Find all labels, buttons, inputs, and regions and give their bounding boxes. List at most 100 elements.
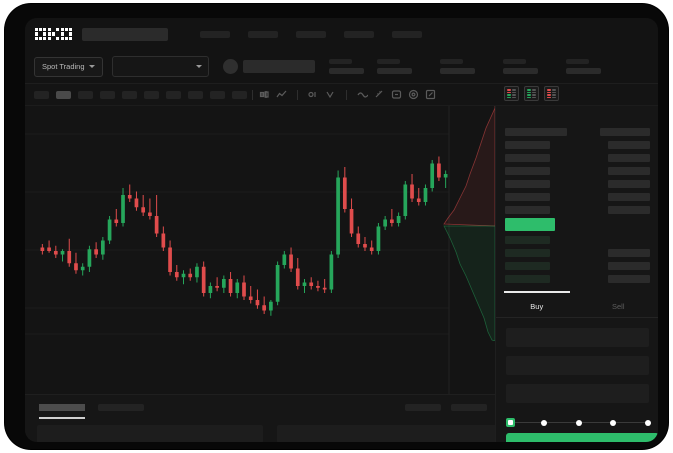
orderbook-row-size[interactable] xyxy=(608,180,650,188)
orderbook-asks-icon[interactable] xyxy=(544,86,559,101)
wave-icon[interactable] xyxy=(356,88,369,101)
orders-active-tab-underline xyxy=(39,417,85,419)
candle xyxy=(168,240,172,276)
orderbook-row-ask[interactable] xyxy=(505,180,550,188)
orders-tab-1[interactable] xyxy=(98,404,144,411)
timeframe-3[interactable] xyxy=(100,90,115,99)
orderbook-row-ask[interactable] xyxy=(505,128,567,136)
candle xyxy=(430,160,435,192)
chart-type-icon[interactable] xyxy=(324,88,337,101)
orderbook-row-bid[interactable] xyxy=(505,249,550,257)
candle xyxy=(107,216,112,244)
submit-order-button[interactable] xyxy=(506,433,658,442)
orderbook-row-ask[interactable] xyxy=(505,193,550,201)
orderbook-row-size[interactable] xyxy=(608,206,650,214)
timeframe-6[interactable] xyxy=(166,90,181,99)
timeframe-2[interactable] xyxy=(78,90,93,99)
price-field[interactable] xyxy=(506,328,649,347)
orderbook-spread-price[interactable] xyxy=(505,218,555,231)
trade-form-panel: Buy Sell xyxy=(496,291,658,442)
slider-stop-100[interactable] xyxy=(645,419,651,426)
orderbook-row-size[interactable] xyxy=(608,262,650,270)
nav-item-4[interactable] xyxy=(344,30,374,38)
total-field[interactable] xyxy=(506,384,649,403)
candle xyxy=(121,188,125,227)
alert-icon[interactable] xyxy=(390,88,403,101)
orderbook[interactable] xyxy=(496,106,658,296)
orders-tab-0[interactable] xyxy=(39,404,85,411)
nav-item-2[interactable] xyxy=(248,30,278,38)
slider-handle[interactable] xyxy=(506,418,515,427)
orderbook-row-size[interactable] xyxy=(608,275,650,283)
timeframe-4[interactable] xyxy=(122,90,137,99)
timeframe-1[interactable] xyxy=(56,90,71,99)
tab-sell[interactable]: Sell xyxy=(611,302,625,311)
ob-mode-tick xyxy=(527,96,531,98)
orderbook-row-ask[interactable] xyxy=(505,154,550,162)
candle xyxy=(228,272,233,297)
okx-logo[interactable] xyxy=(35,27,72,41)
market-stats-secondary xyxy=(439,59,601,74)
pair-select[interactable] xyxy=(111,56,209,77)
nav-item-5[interactable] xyxy=(392,30,422,38)
timeframe-0[interactable] xyxy=(34,90,49,99)
toolbar-divider xyxy=(297,89,298,100)
fullscreen-icon[interactable] xyxy=(424,88,437,101)
search-input[interactable] xyxy=(82,27,168,41)
nav-item-3[interactable] xyxy=(296,30,326,38)
okx-logo-glyph-2 xyxy=(61,27,72,41)
settings-icon[interactable] xyxy=(407,88,420,101)
orders-column-right xyxy=(277,425,499,442)
orders-column-left xyxy=(37,425,263,442)
candle xyxy=(342,167,347,213)
orderbook-bids-icon[interactable] xyxy=(524,86,539,101)
orderbook-row-ask[interactable] xyxy=(505,141,550,149)
slider-stop-50[interactable] xyxy=(575,419,582,426)
candle xyxy=(309,277,314,290)
candle xyxy=(134,191,139,211)
slider-stop-75[interactable] xyxy=(610,419,617,426)
orderbook-row-ask[interactable] xyxy=(505,206,550,214)
orders-action-1[interactable] xyxy=(451,404,487,411)
stat-volume-quote-label xyxy=(565,59,589,64)
ob-mode-tick xyxy=(527,91,531,93)
line-chart-icon[interactable] xyxy=(275,88,288,101)
candle xyxy=(410,174,414,202)
stat-high-value xyxy=(376,68,412,74)
candle xyxy=(67,238,72,267)
amount-field[interactable] xyxy=(506,356,649,375)
orderbook-row-size[interactable] xyxy=(608,249,650,257)
amount-slider[interactable] xyxy=(506,418,651,427)
candle xyxy=(275,261,280,306)
timeframe-7[interactable] xyxy=(188,90,203,99)
tab-buy[interactable]: Buy xyxy=(496,291,578,317)
orderbook-row-size[interactable] xyxy=(600,128,650,136)
stat-volume-base xyxy=(502,59,538,74)
candle xyxy=(148,198,152,220)
orderbook-row-size[interactable] xyxy=(608,141,650,149)
price-chart-panel[interactable] xyxy=(25,106,495,394)
orderbook-row-size[interactable] xyxy=(608,154,650,162)
orderbook-both-icon[interactable] xyxy=(504,86,519,101)
orders-panel xyxy=(25,394,499,442)
candlestick-icon[interactable] xyxy=(258,88,271,101)
orders-action-0[interactable] xyxy=(405,404,441,411)
timeframe-5[interactable] xyxy=(144,90,159,99)
orderbook-row-bid[interactable] xyxy=(505,275,550,283)
timeframe-8[interactable] xyxy=(210,90,225,99)
nav-item-1[interactable] xyxy=(200,30,230,38)
timeframe-9[interactable] xyxy=(232,90,247,99)
ob-mode-tick xyxy=(512,91,516,93)
orderbook-row-bid[interactable] xyxy=(505,236,550,244)
trading-mode-select[interactable]: Spot Trading xyxy=(34,56,103,77)
orderbook-row-size[interactable] xyxy=(608,167,650,175)
orderbook-row-bid[interactable] xyxy=(505,262,550,270)
orderbook-row-size[interactable] xyxy=(608,193,650,201)
stat-volume-quote xyxy=(565,59,601,74)
candle xyxy=(74,252,78,274)
ruler-icon[interactable] xyxy=(373,88,386,101)
slider-stop-25[interactable] xyxy=(540,419,547,426)
candle xyxy=(188,268,193,281)
orderbook-row-ask[interactable] xyxy=(505,167,550,175)
indicator-icon[interactable] xyxy=(307,88,320,101)
